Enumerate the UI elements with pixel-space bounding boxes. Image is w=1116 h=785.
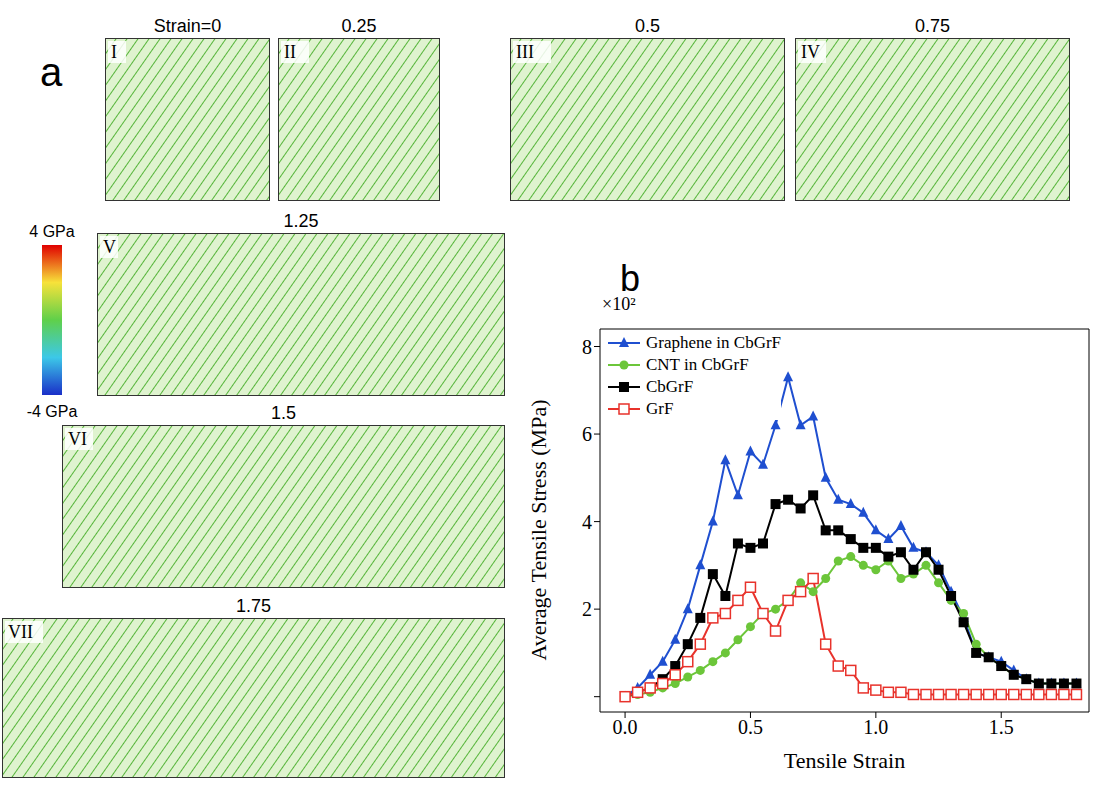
html-text:0.25: 0.25	[341, 16, 377, 36]
svg-text:Average Tensile Stress (MPa): Average Tensile Stress (MPa)	[526, 400, 551, 661]
svg-text:I: I	[111, 42, 117, 62]
svg-text:IV: IV	[801, 42, 820, 62]
svg-text:4: 4	[582, 511, 592, 533]
html-text:×10²: ×10²	[602, 294, 636, 314]
html-text:0.5: 0.5	[635, 16, 660, 36]
html-text:CNT in CbGrF: CNT in CbGrF	[646, 355, 749, 374]
svg-text:8: 8	[582, 336, 592, 358]
svg-text:VI: VI	[68, 429, 87, 449]
svg-text:1.0: 1.0	[863, 716, 888, 738]
svg-text:-4 GPa: -4 GPa	[27, 403, 78, 420]
html-text:0.75: 0.75	[915, 16, 950, 36]
html-text:GrF: GrF	[646, 399, 674, 418]
svg-text:2: 2	[582, 598, 592, 620]
html-text:a: a	[40, 50, 63, 94]
svg-text:1.5: 1.5	[989, 716, 1014, 738]
html-text:1.5: 1.5	[271, 403, 296, 423]
svg-text:II: II	[284, 42, 296, 62]
svg-text:III: III	[516, 42, 534, 62]
svg-text:VII: VII	[8, 622, 33, 642]
svg-text:4 GPa: 4 GPa	[29, 223, 74, 240]
html-text:CbGrF: CbGrF	[646, 377, 694, 396]
svg-text:V: V	[103, 237, 116, 257]
html-text:1.25: 1.25	[283, 211, 319, 231]
svg-text:6: 6	[582, 423, 592, 445]
svg-text:0.0: 0.0	[613, 716, 638, 738]
html-text:1.75: 1.75	[236, 596, 271, 616]
svg-text:Tensile Strain: Tensile Strain	[784, 748, 905, 773]
html-text:Strain=0: Strain=0	[153, 16, 222, 36]
html-text:Graphene in CbGrF: Graphene in CbGrF	[646, 333, 781, 352]
svg-text:0.5: 0.5	[738, 716, 763, 738]
html-text:b: b	[620, 258, 640, 299]
